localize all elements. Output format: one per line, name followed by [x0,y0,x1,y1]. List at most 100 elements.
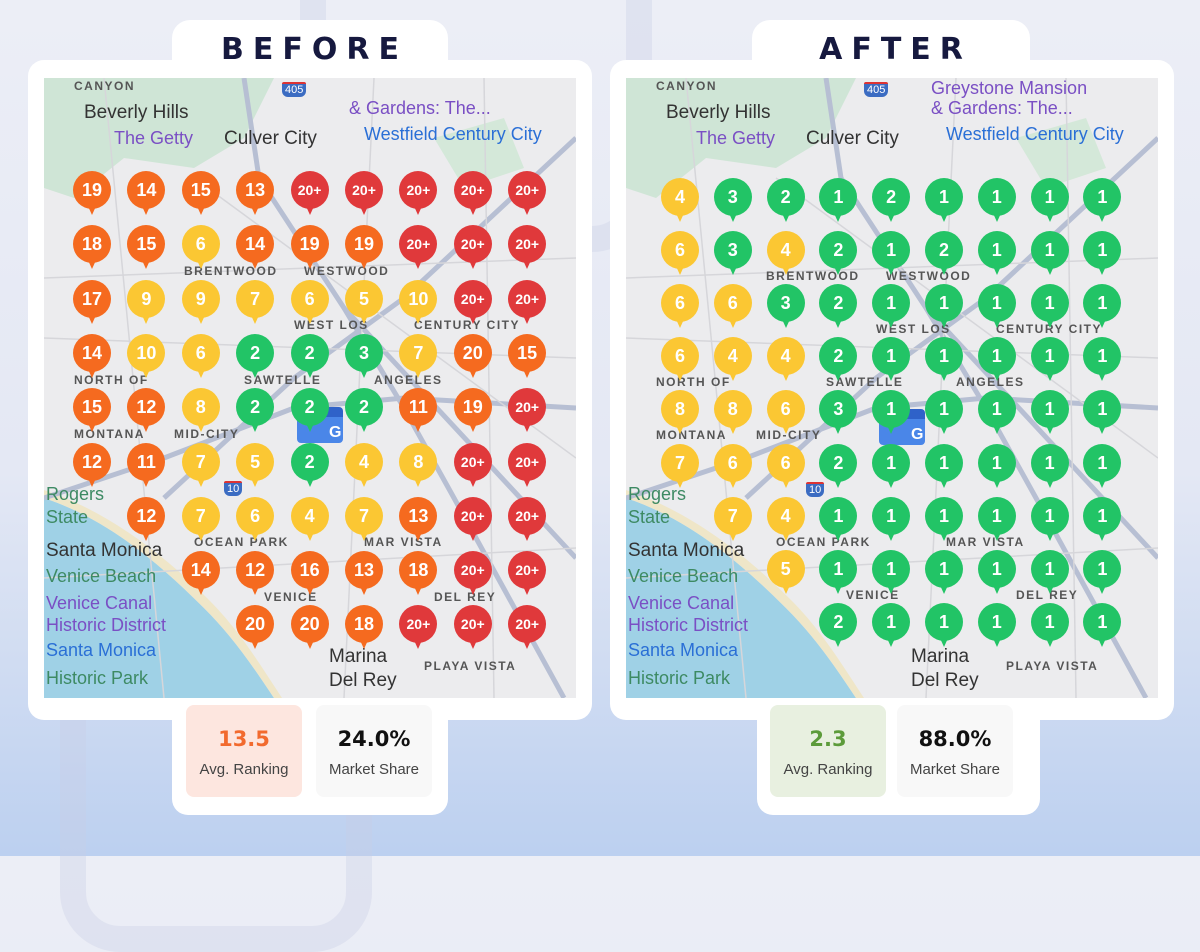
rank-pin[interactable]: 2 [872,178,911,226]
rank-pin[interactable]: 9 [181,279,220,328]
rank-pin[interactable]: 20+ [453,605,492,653]
rank-pin[interactable]: 20+ [453,171,492,219]
rank-pin[interactable]: 1 [925,390,963,438]
rank-pin[interactable]: 12 [127,388,166,436]
rank-pin[interactable]: 4 [290,496,329,545]
rank-pin[interactable]: 1 [1030,178,1069,226]
rank-pin[interactable]: 2 [290,388,329,436]
rank-pin[interactable]: 6 [236,496,275,545]
rank-pin[interactable]: 10 [127,333,166,382]
rank-pin[interactable]: 18 [73,225,111,273]
rank-pin[interactable]: 11 [127,442,166,491]
rank-pin[interactable]: 14 [73,333,111,382]
rank-pin[interactable]: 18 [399,551,438,599]
rank-pin[interactable]: 1 [872,390,911,438]
rank-pin[interactable]: 1 [977,602,1016,651]
rank-pin[interactable]: 20+ [453,442,492,491]
rank-pin[interactable]: 13 [399,496,438,545]
rank-pin[interactable]: 4 [766,496,805,545]
rank-pin[interactable]: 19 [345,225,383,273]
rank-pin[interactable]: 1 [1030,390,1069,438]
rank-pin[interactable]: 1 [925,549,963,598]
rank-pin[interactable]: 7 [713,496,752,545]
rank-pin[interactable]: 1 [1083,443,1122,492]
rank-pin[interactable]: 1 [872,549,911,598]
rank-pin[interactable]: 1 [872,231,911,279]
rank-pin[interactable]: 6 [661,231,699,279]
rank-pin[interactable]: 1 [1083,390,1122,438]
rank-pin[interactable]: 4 [713,337,752,385]
rank-pin[interactable]: 20+ [399,171,438,219]
rank-pin[interactable]: 1 [1083,178,1122,226]
rank-pin[interactable]: 1 [819,178,858,226]
rank-pin[interactable]: 7 [181,442,220,491]
rank-pin[interactable]: 2 [819,602,858,651]
rank-pin[interactable]: 20+ [508,442,547,491]
rank-pin[interactable]: 6 [766,390,805,438]
rank-pin[interactable]: 1 [977,284,1016,332]
rank-pin[interactable]: 4 [766,337,805,385]
rank-pin[interactable]: 1 [925,496,963,545]
rank-pin[interactable]: 1 [1030,337,1069,385]
rank-pin[interactable]: 10 [399,279,438,328]
rank-pin[interactable]: 2 [236,333,275,382]
rank-pin[interactable]: 19 [290,225,329,273]
rank-pin[interactable]: 7 [236,279,275,328]
rank-pin[interactable]: 12 [73,442,111,491]
rank-pin[interactable]: 12 [236,551,275,599]
rank-pin[interactable]: 8 [181,388,220,436]
rank-pin[interactable]: 20+ [399,225,438,273]
rank-pin[interactable]: 3 [345,333,383,382]
rank-pin[interactable]: 1 [977,178,1016,226]
rank-pin[interactable]: 14 [236,225,275,273]
rank-pin[interactable]: 1 [977,443,1016,492]
rank-pin[interactable]: 20+ [453,225,492,273]
rank-pin[interactable]: 1 [1083,549,1122,598]
rank-pin[interactable]: 4 [661,178,699,226]
rank-pin[interactable]: 2 [766,178,805,226]
rank-pin[interactable]: 1 [977,496,1016,545]
rank-pin[interactable]: 5 [236,442,275,491]
rank-pin[interactable]: 6 [713,284,752,332]
rank-pin[interactable]: 2 [819,443,858,492]
rank-pin[interactable]: 20+ [508,225,547,273]
rank-pin[interactable]: 14 [127,171,166,219]
rank-pin[interactable]: 20 [453,333,492,382]
rank-pin[interactable]: 6 [181,333,220,382]
rank-pin[interactable]: 15 [508,333,547,382]
rank-pin[interactable]: 3 [713,231,752,279]
rank-pin[interactable]: 3 [713,178,752,226]
after-map[interactable]: Greystone Mansion CANYON & Gardens: The..… [626,78,1158,698]
rank-pin[interactable]: 2 [819,337,858,385]
rank-pin[interactable]: 20+ [508,605,547,653]
rank-pin[interactable]: 7 [661,443,699,492]
rank-pin[interactable]: 1 [1030,231,1069,279]
rank-pin[interactable]: 15 [73,388,111,436]
rank-pin[interactable]: 3 [819,390,858,438]
rank-pin[interactable]: 20+ [345,171,383,219]
rank-pin[interactable]: 1 [1030,496,1069,545]
rank-pin[interactable]: 20+ [508,551,547,599]
rank-pin[interactable]: 1 [819,549,858,598]
rank-pin[interactable]: 1 [1083,231,1122,279]
rank-pin[interactable]: 7 [399,333,438,382]
rank-pin[interactable]: 8 [713,390,752,438]
rank-pin[interactable]: 20+ [453,496,492,545]
rank-pin[interactable]: 2 [236,388,275,436]
rank-pin[interactable]: 11 [399,388,438,436]
rank-pin[interactable]: 1 [1083,496,1122,545]
rank-pin[interactable]: 1 [1030,443,1069,492]
rank-pin[interactable]: 13 [236,171,275,219]
rank-pin[interactable]: 2 [819,284,858,332]
rank-pin[interactable]: 1 [1030,549,1069,598]
rank-pin[interactable]: 1 [977,390,1016,438]
rank-pin[interactable]: 19 [453,388,492,436]
rank-pin[interactable]: 13 [345,551,383,599]
rank-pin[interactable]: 5 [766,549,805,598]
rank-pin[interactable]: 20 [290,605,329,653]
rank-pin[interactable]: 1 [977,549,1016,598]
rank-pin[interactable]: 6 [181,225,220,273]
rank-pin[interactable]: 6 [766,443,805,492]
rank-pin[interactable]: 4 [766,231,805,279]
rank-pin[interactable]: 4 [345,442,383,491]
